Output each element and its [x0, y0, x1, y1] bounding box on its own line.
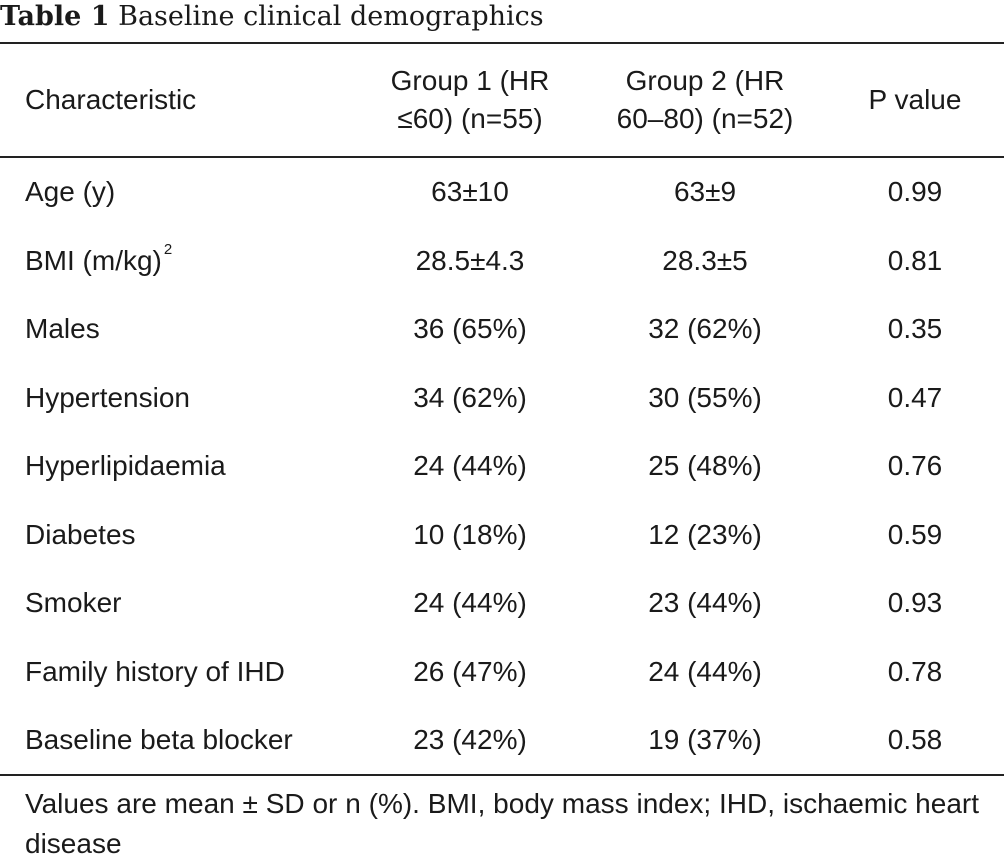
table-bottom-rule [0, 774, 1004, 776]
table-row: BMI (m/kg) 2 28.5±4.3 28.3±5 0.81 [0, 227, 1004, 296]
header-group1-line2: ≤60) (n=55) [397, 103, 543, 134]
table-title: Baseline clinical demographics [118, 1, 544, 32]
cell-group1: 24 (44%) [413, 450, 527, 481]
table-top-rule [0, 42, 1004, 44]
characteristic-text: Baseline beta blocker [25, 724, 293, 755]
cell-characteristic: Age (y) [25, 158, 365, 227]
cell-group2: 24 (44%) [648, 655, 762, 687]
table-header-row: Characteristic Group 1 (HR ≤60) (n=55) G… [0, 44, 1004, 156]
table-footnote: Values are mean ± SD or n (%). BMI, body… [25, 788, 979, 859]
cell-group2: 63±9 [673, 176, 737, 207]
cell-p-value: 0.76 [887, 450, 943, 481]
cell-characteristic: Baseline beta blocker [25, 706, 365, 775]
characteristic-text: Smoker [25, 587, 122, 618]
table-label: Table 1 [0, 1, 110, 32]
cell-group2: 32 (62%) [648, 313, 762, 344]
header-p-value-text: P value [868, 84, 962, 115]
table-row: Males 36 (65%) 32 (62%) 0.35 [0, 295, 1004, 364]
table-body: Age (y) 63±10 63±9 0.99 BMI (m/kg) 2 28.5±4.3 2… [0, 158, 1004, 775]
characteristic-text: Hypertension [25, 381, 190, 413]
cell-p-value: 0.99 [887, 176, 943, 207]
characteristic-text: BMI (m/kg) [25, 244, 162, 276]
characteristic-text: Hyperlipidaemia [25, 450, 226, 481]
characteristic-text: Diabetes [25, 518, 136, 550]
characteristic-superscript: 2 [163, 240, 173, 258]
header-group2-line2: 60–80) (n=52) [616, 103, 794, 134]
header-group1: Group 1 (HR ≤60) (n=55) [355, 44, 585, 156]
header-group2: Group 2 (HR 60–80) (n=52) [590, 44, 820, 156]
table-caption: Table 1 Baseline clinical demographics [0, 0, 544, 40]
cell-group2: 12 (23%) [648, 518, 762, 550]
header-group2-line1: Group 2 (HR [625, 65, 785, 96]
cell-group2: 19 (37%) [648, 724, 762, 755]
characteristic-text: Family history of IHD [25, 655, 285, 687]
cell-characteristic: Smoker [25, 569, 365, 638]
cell-group1: 10 (18%) [413, 518, 527, 550]
cell-p-value: 0.35 [887, 313, 943, 344]
cell-p-value: 0.59 [887, 518, 943, 550]
header-characteristic-text: Characteristic [25, 84, 197, 115]
cell-characteristic: Males [25, 295, 365, 364]
cell-group2: 28.3±5 [662, 244, 748, 276]
table-row: Diabetes 10 (18%) 12 (23%) 0.59 [0, 501, 1004, 570]
cell-group2: 23 (44%) [648, 587, 762, 618]
header-group1-line1: Group 1 (HR [390, 65, 550, 96]
header-characteristic: Characteristic [25, 44, 355, 156]
cell-characteristic: Hyperlipidaemia [25, 432, 365, 501]
cell-group1: 26 (47%) [413, 655, 527, 687]
cell-group2: 25 (48%) [648, 450, 762, 481]
cell-group1: 36 (65%) [413, 313, 527, 344]
cell-p-value: 0.47 [887, 381, 943, 413]
cell-characteristic: BMI (m/kg) 2 [25, 227, 365, 296]
cell-p-value: 0.58 [887, 724, 943, 755]
characteristic-text: Age (y) [25, 176, 116, 207]
cell-group1: 63±10 [431, 176, 509, 207]
cell-group1: 28.5±4.3 [415, 244, 525, 276]
table-header-rule [0, 156, 1004, 158]
table-row: Hypertension 34 (62%) 30 (55%) 0.47 [0, 364, 1004, 433]
table-row: Smoker 24 (44%) 23 (44%) 0.93 [0, 569, 1004, 638]
cell-group2: 30 (55%) [648, 381, 762, 413]
table-row: Hyperlipidaemia 24 (44%) 25 (48%) 0.76 [0, 432, 1004, 501]
cell-characteristic: Diabetes [25, 501, 365, 570]
cell-group1: 34 (62%) [413, 381, 527, 413]
cell-p-value: 0.81 [887, 244, 943, 276]
header-p-value: P value [830, 44, 1000, 156]
characteristic-text: Males [25, 313, 100, 344]
cell-p-value: 0.78 [887, 655, 943, 687]
cell-group1: 24 (44%) [413, 587, 527, 618]
table-row: Age (y) 63±10 63±9 0.99 [0, 158, 1004, 227]
table-row: Family history of IHD 26 (47%) 24 (44%) 0.7… [0, 638, 1004, 707]
cell-group1: 23 (42%) [413, 724, 527, 755]
table-row: Baseline beta blocker 23 (42%) 19 (37%) 0.5… [0, 706, 1004, 775]
cell-p-value: 0.93 [887, 587, 943, 618]
cell-characteristic: Family history of IHD [25, 638, 365, 707]
cell-characteristic: Hypertension [25, 364, 365, 433]
